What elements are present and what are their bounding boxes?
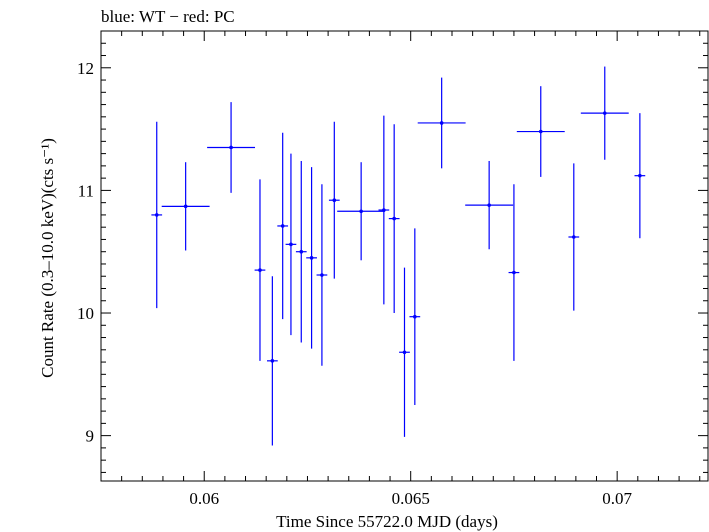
data-point bbox=[161, 162, 210, 251]
point-marker bbox=[359, 209, 363, 214]
point-marker bbox=[320, 273, 324, 277]
point-marker bbox=[299, 249, 304, 254]
point-marker bbox=[309, 256, 314, 260]
point-marker bbox=[280, 224, 285, 228]
x-tick-label: 0.07 bbox=[602, 489, 632, 508]
data-point bbox=[580, 66, 629, 160]
point-marker bbox=[382, 208, 386, 212]
point-marker bbox=[638, 173, 642, 178]
data-point bbox=[285, 153, 297, 336]
plot-frame bbox=[100, 30, 709, 482]
point-marker bbox=[487, 203, 491, 207]
data-point bbox=[409, 228, 421, 405]
data-point bbox=[417, 77, 466, 169]
x-axis-ticks: 0.06 0.065 0.07 bbox=[100, 31, 701, 508]
data-point bbox=[399, 267, 410, 437]
data-point bbox=[254, 179, 266, 361]
point-marker bbox=[289, 242, 293, 247]
y-tick-label: 10 bbox=[77, 304, 94, 323]
data-point bbox=[295, 160, 307, 343]
point-marker bbox=[392, 216, 396, 221]
y-tick-label: 11 bbox=[78, 181, 94, 200]
point-marker bbox=[258, 268, 262, 272]
point-marker bbox=[270, 359, 275, 363]
data-points bbox=[151, 66, 646, 446]
data-point bbox=[568, 163, 580, 311]
data-point bbox=[207, 102, 256, 193]
y-axis-ticks: 9 10 11 12 bbox=[77, 30, 708, 473]
point-marker bbox=[439, 121, 444, 125]
point-marker bbox=[571, 235, 576, 239]
point-marker bbox=[229, 145, 233, 150]
data-point bbox=[328, 121, 340, 279]
data-point bbox=[306, 167, 317, 349]
y-tick-label: 12 bbox=[77, 59, 94, 78]
data-point bbox=[508, 184, 520, 361]
x-axis-label: Time Since 55722.0 MJD (days) bbox=[276, 512, 498, 531]
point-marker bbox=[154, 213, 159, 217]
y-tick-label: 9 bbox=[86, 427, 95, 446]
x-tick-label: 0.06 bbox=[189, 489, 219, 508]
data-point bbox=[337, 162, 386, 261]
data-point bbox=[378, 115, 390, 305]
point-marker bbox=[402, 350, 407, 355]
data-point bbox=[388, 124, 400, 314]
point-marker bbox=[512, 270, 516, 275]
point-marker bbox=[413, 314, 417, 319]
data-point bbox=[316, 184, 328, 366]
data-point bbox=[465, 160, 514, 250]
point-marker bbox=[538, 129, 543, 134]
x-tick-label: 0.065 bbox=[392, 489, 430, 508]
point-marker bbox=[602, 111, 607, 115]
point-marker bbox=[183, 204, 188, 209]
y-axis-label: Count Rate (0.3–10.0 keV)(cts s⁻¹) bbox=[38, 138, 57, 378]
point-marker bbox=[332, 198, 337, 203]
data-point bbox=[151, 121, 163, 309]
data-point bbox=[266, 276, 278, 446]
data-point bbox=[516, 86, 565, 177]
data-point bbox=[634, 113, 646, 239]
data-point bbox=[277, 132, 289, 320]
chart-title: blue: WT − red: PC bbox=[101, 7, 235, 26]
